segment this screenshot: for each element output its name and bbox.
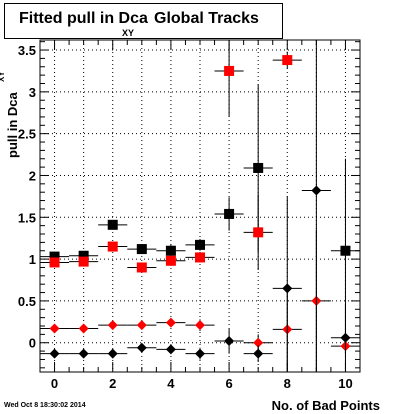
series-3 xyxy=(40,40,360,372)
data-point-diamond xyxy=(107,348,118,359)
series-0 xyxy=(40,84,360,343)
data-point-square xyxy=(224,65,235,76)
data-point-diamond xyxy=(195,320,205,331)
data-point-square xyxy=(107,219,118,230)
data-point-square xyxy=(195,252,205,263)
data-point-square xyxy=(282,55,293,66)
chart-title-box: Fitted pull in Dca XY Global Tracks xyxy=(4,3,283,39)
x-tick-label: 6 xyxy=(225,376,232,391)
data-point-square xyxy=(136,244,147,255)
data-point-square xyxy=(224,208,235,219)
y-tick-label: 0 xyxy=(29,336,36,351)
y-tick-label: 2.5 xyxy=(18,127,36,142)
data-point-diamond xyxy=(195,348,205,359)
data-point-diamond xyxy=(253,348,264,359)
data-point-square xyxy=(107,241,118,252)
data-point-square xyxy=(253,227,264,238)
y-tick-label: 0.5 xyxy=(18,294,36,309)
data-point-square xyxy=(136,262,147,273)
x-axis-label: No. of Bad Points xyxy=(271,398,380,413)
x-tick-label: 8 xyxy=(284,376,291,391)
data-point-diamond xyxy=(136,342,147,353)
data-point-square xyxy=(195,239,205,250)
y-tick-label: 3 xyxy=(29,85,36,100)
axes: 0 0.5 1 1.5 2 2.5 3 3.5 0 2 4 6 8 10 xyxy=(18,39,361,391)
data-point-diamond xyxy=(282,283,293,294)
x-tick-label: 0 xyxy=(51,376,58,391)
data-point-square xyxy=(78,256,89,267)
series-1 xyxy=(40,40,302,273)
chart-title-suffix: Global Tracks xyxy=(154,10,259,27)
data-point-square xyxy=(165,255,176,266)
y-axis-title: pull in Dca XY xyxy=(0,71,22,158)
data-point-diamond xyxy=(224,336,235,347)
data-point-diamond xyxy=(78,323,89,334)
chart-title-subscript: XY xyxy=(122,28,135,38)
y-tick-label: 2 xyxy=(29,168,36,183)
data-point-square xyxy=(49,251,60,262)
series-layer xyxy=(40,40,360,372)
chart-title: Fitted pull in Dca xyxy=(19,10,148,27)
data-point-diamond xyxy=(165,344,176,355)
y-tick-label: 3.5 xyxy=(18,43,36,58)
data-point-square xyxy=(49,257,60,268)
data-point-diamond xyxy=(49,348,60,359)
y-axis-label-subscript: XY xyxy=(0,71,6,82)
data-point-square xyxy=(340,245,351,256)
data-point-diamond xyxy=(78,348,89,359)
data-point-square xyxy=(253,162,264,173)
data-point-square xyxy=(78,250,89,261)
x-tick-label: 10 xyxy=(338,376,352,391)
data-point-diamond xyxy=(136,320,147,331)
data-point-diamond xyxy=(311,185,322,196)
data-point-diamond xyxy=(165,317,176,328)
y-axis-label: pull in Dca xyxy=(5,92,20,158)
data-point-diamond xyxy=(49,323,60,334)
data-point-square xyxy=(165,245,176,256)
data-point-diamond xyxy=(253,337,264,348)
data-point-diamond xyxy=(107,320,118,331)
data-point-diamond xyxy=(340,332,351,343)
x-tick-label: 2 xyxy=(109,376,116,391)
y-tick-label: 1 xyxy=(29,252,36,267)
timestamp: Wed Oct 8 18:30:02 2014 xyxy=(4,402,86,409)
y-tick-label: 1.5 xyxy=(18,210,36,225)
x-tick-label: 4 xyxy=(167,376,175,391)
